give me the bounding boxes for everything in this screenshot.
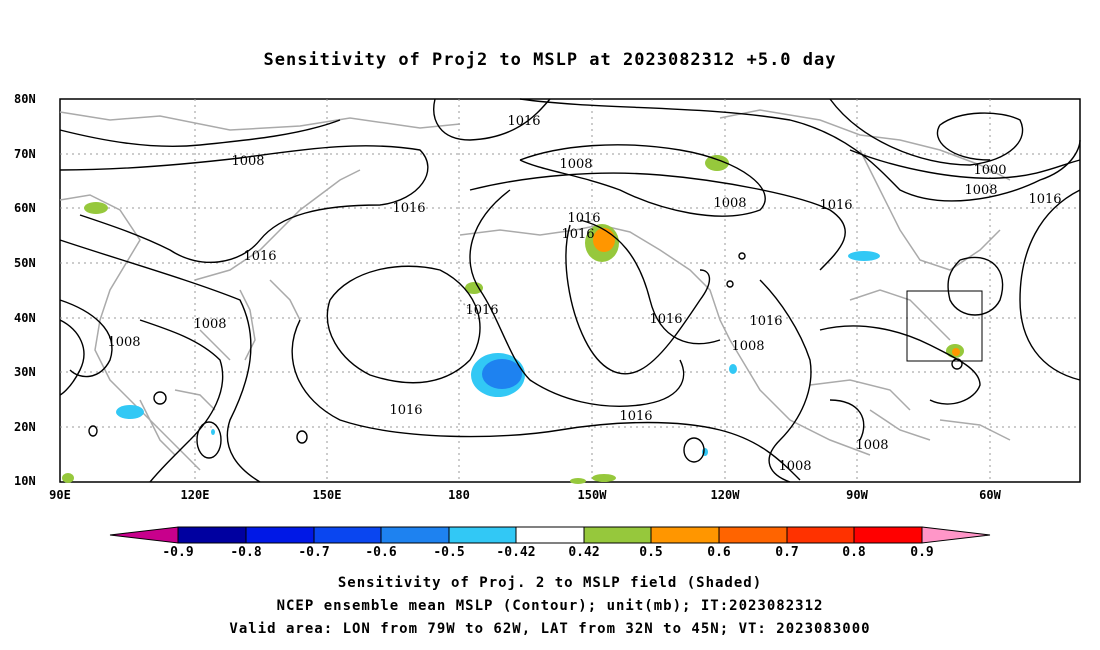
contour-label: 1008: [713, 196, 746, 211]
mslp-contours: [59, 98, 1081, 483]
lon-label: 120E: [180, 488, 210, 502]
grid-lines: [60, 99, 1080, 482]
lat-label: 20N: [14, 420, 36, 434]
caption-contour: NCEP ensemble mean MSLP (Contour); unit(…: [276, 598, 824, 614]
contour-label: 1016: [507, 114, 540, 129]
caption-shaded: Sensitivity of Proj. 2 to MSLP field (Sh…: [337, 575, 763, 591]
caption-valid-area: Valid area: LON from 79W to 62W, LAT fro…: [229, 621, 871, 637]
lon-label: 90W: [846, 488, 868, 502]
colorbar-label: 0.9: [910, 545, 934, 560]
lat-label: 70N: [14, 147, 36, 161]
contour-label: 1008: [778, 459, 811, 474]
colorbar-label: -0.7: [298, 545, 330, 560]
colorbar-label: 0.42: [568, 545, 600, 560]
colorbar-label: -0.8: [230, 545, 262, 560]
contour-label: 1016: [649, 312, 682, 327]
map-title: Sensitivity of Proj2 to MSLP at 20230823…: [263, 50, 837, 70]
contour-label: 1008: [855, 438, 888, 453]
colorbar-label: -0.5: [433, 545, 465, 560]
lat-label: 80N: [14, 92, 36, 106]
colorbar-lower-triangle: [109, 526, 179, 544]
sensitivity-shading: [62, 155, 964, 484]
colorbar-label: -0.9: [162, 545, 194, 560]
lat-label: 60N: [14, 201, 36, 215]
contour-label: 1016: [1028, 192, 1061, 207]
colorbar-label: -0.42: [496, 545, 536, 560]
contour-label: 1016: [749, 314, 782, 329]
contour-label: 1008: [731, 339, 764, 354]
lat-label: 40N: [14, 311, 36, 325]
contour-label: 1016: [389, 403, 422, 418]
contour-label: 1008: [193, 317, 226, 332]
contour-label: 1008: [559, 157, 592, 172]
lon-label: 120W: [710, 488, 740, 502]
colorbar-label: 0.8: [842, 545, 866, 560]
colorbar-label: 0.5: [639, 545, 663, 560]
contour-label: 1000: [973, 163, 1006, 178]
contour-label: 1008: [231, 154, 264, 169]
contour-label: 1016: [567, 211, 600, 226]
colorbar-label: 0.6: [707, 545, 731, 560]
lat-label: 50N: [14, 256, 36, 270]
valid-area-box: [906, 290, 983, 362]
lon-label: 90E: [49, 488, 71, 502]
colorbar-label: -0.6: [365, 545, 397, 560]
lon-label: 150W: [577, 488, 607, 502]
colorbar: [109, 526, 991, 544]
lon-label: 150E: [312, 488, 342, 502]
lon-label: 180: [448, 488, 470, 502]
contour-label: 1016: [561, 227, 594, 242]
contour-label: 1016: [243, 249, 276, 264]
colorbar-label: 0.7: [775, 545, 799, 560]
contour-label: 1016: [392, 201, 425, 216]
lat-label: 30N: [14, 365, 36, 379]
contour-label: 1008: [107, 335, 140, 350]
contour-label: 1008: [964, 183, 997, 198]
contour-label: 1016: [819, 198, 852, 213]
lon-label: 60W: [979, 488, 1001, 502]
contour-label: 1016: [619, 409, 652, 424]
contour-label: 1016: [465, 303, 498, 318]
lat-label: 10N: [14, 474, 36, 488]
contour-label-group: 1016 1008 1008 1000 1008 1016 1008 1016 …: [107, 114, 1061, 474]
colorbar-upper-triangle: [921, 526, 991, 544]
coastlines: [59, 109, 1011, 471]
